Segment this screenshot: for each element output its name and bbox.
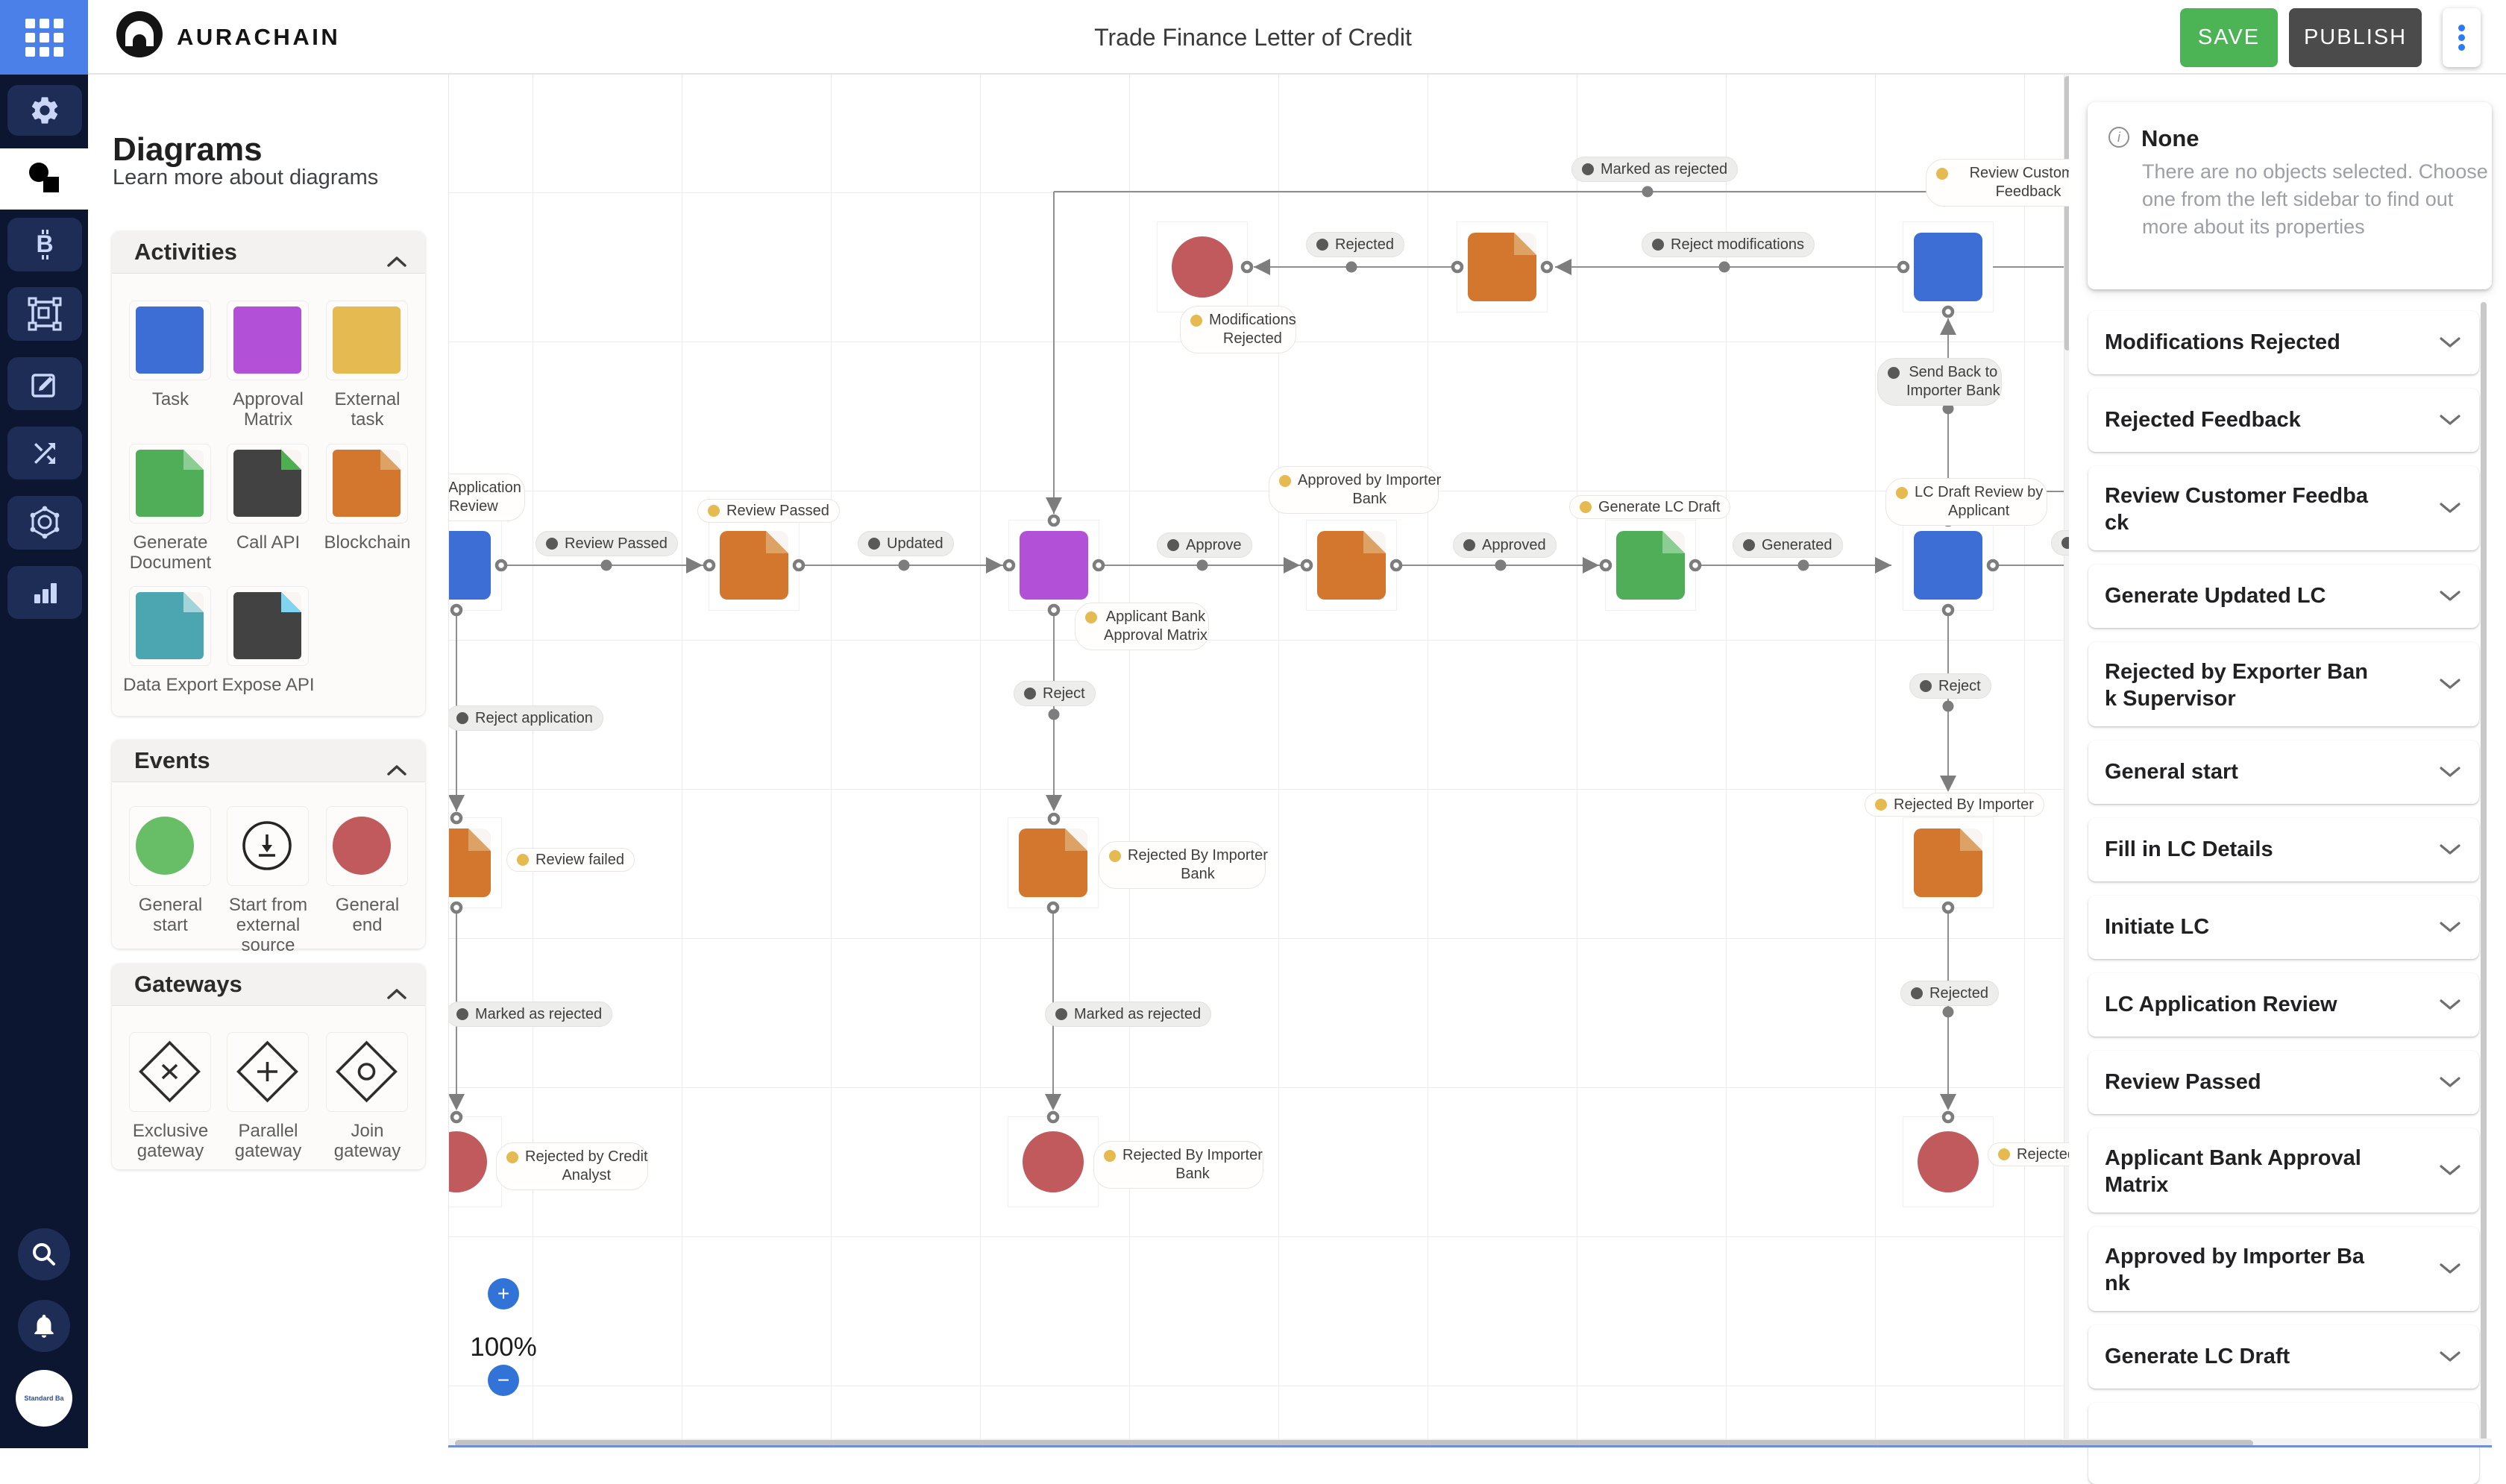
svg-text:B: B bbox=[36, 230, 53, 257]
